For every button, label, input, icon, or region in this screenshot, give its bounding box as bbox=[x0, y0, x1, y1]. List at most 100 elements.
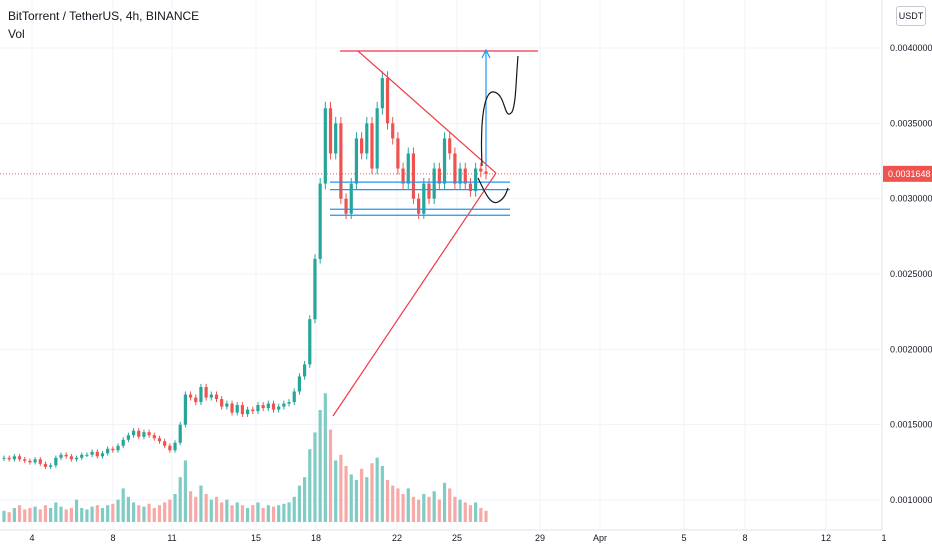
candle-body bbox=[271, 403, 276, 410]
volume-bar bbox=[401, 494, 405, 522]
volume-bar bbox=[261, 508, 265, 522]
candle-body bbox=[308, 319, 312, 365]
volume-bar bbox=[349, 474, 353, 522]
candle-body bbox=[235, 405, 239, 413]
price-tick-label: 0.0015000 bbox=[890, 420, 932, 430]
descending-trendline[interactable] bbox=[357, 50, 497, 174]
candle-body bbox=[74, 457, 79, 460]
volume-bar bbox=[163, 502, 167, 522]
price-tick-label: 0.0040000 bbox=[890, 43, 932, 53]
volume-bar bbox=[453, 496, 457, 522]
volume-bar bbox=[152, 508, 156, 522]
volume-bars bbox=[2, 393, 488, 522]
volume-bar bbox=[479, 508, 483, 522]
time-tick-label: 29 bbox=[535, 533, 545, 543]
time-tick-label: 1 bbox=[881, 533, 886, 543]
candle-body bbox=[220, 399, 224, 407]
price-tick-label: 0.0020000 bbox=[890, 344, 932, 354]
candle-body bbox=[245, 409, 250, 415]
volume-bar bbox=[417, 499, 421, 522]
price-tick-label: 0.0030000 bbox=[890, 194, 932, 204]
candle-body bbox=[90, 451, 94, 455]
volume-bar bbox=[474, 502, 478, 522]
symbol-title[interactable]: BitTorrent / TetherUS, 4h, BINANCE bbox=[8, 9, 200, 23]
volume-bar bbox=[323, 393, 327, 522]
candle-body bbox=[163, 441, 167, 446]
volume-indicator-label[interactable]: Vol bbox=[8, 27, 25, 41]
candle-body bbox=[385, 78, 390, 124]
retest-projection-path[interactable] bbox=[477, 177, 509, 204]
candle-body bbox=[17, 456, 22, 460]
chart-drawings[interactable] bbox=[0, 48, 882, 417]
volume-bar bbox=[380, 466, 384, 522]
candle-body bbox=[12, 456, 16, 460]
volume-bar bbox=[282, 503, 286, 522]
time-tick-label: Apr bbox=[593, 533, 607, 543]
candle-body bbox=[2, 457, 6, 459]
candle-body bbox=[240, 405, 245, 415]
volume-bar bbox=[168, 499, 172, 522]
bullish-projection-path[interactable] bbox=[480, 55, 519, 167]
volume-bar bbox=[354, 480, 359, 522]
candle-body bbox=[277, 406, 281, 410]
candle-body bbox=[360, 138, 364, 154]
volume-bar bbox=[365, 477, 369, 522]
volume-bar bbox=[178, 477, 182, 522]
time-tick-label: 25 bbox=[452, 533, 462, 543]
candle-body bbox=[370, 123, 374, 169]
candle-body bbox=[116, 445, 120, 451]
volume-bar bbox=[49, 508, 53, 522]
time-axis[interactable]: 4 8 11 15 18 22 25 29 Apr 5 8 12 1 bbox=[29, 533, 886, 543]
volume-bar bbox=[271, 506, 276, 522]
volume-bar bbox=[220, 502, 224, 522]
candle-body bbox=[183, 394, 187, 425]
volume-bar bbox=[463, 502, 467, 522]
candle-body bbox=[43, 463, 48, 467]
price-axis[interactable]: 0.0040000 0.0035000 0.0030000 0.0025000 0.00… bbox=[890, 43, 932, 505]
candle-body bbox=[126, 435, 130, 440]
price-tick-label: 0.0025000 bbox=[890, 269, 932, 279]
volume-bar bbox=[173, 494, 177, 522]
volume-bar bbox=[7, 512, 11, 522]
candle-body bbox=[349, 183, 353, 214]
candle-body bbox=[147, 432, 151, 436]
ascending-trendline[interactable] bbox=[332, 172, 497, 417]
candle-body bbox=[427, 183, 431, 199]
candle-body bbox=[152, 435, 156, 439]
candle-body bbox=[303, 364, 307, 377]
volume-bar bbox=[33, 506, 37, 522]
candle-body bbox=[354, 138, 359, 184]
time-tick-label: 11 bbox=[167, 533, 176, 543]
currency-button[interactable]: USDT bbox=[896, 6, 926, 26]
volume-bar bbox=[54, 502, 58, 522]
volume-bar bbox=[214, 496, 219, 522]
volume-bar bbox=[126, 496, 130, 522]
candle-body bbox=[111, 448, 115, 451]
time-tick-label: 5 bbox=[681, 533, 686, 543]
volume-bar bbox=[385, 480, 390, 522]
candle-body bbox=[188, 394, 193, 398]
volume-bar bbox=[17, 505, 22, 522]
volume-bar bbox=[484, 510, 488, 522]
volume-bar bbox=[427, 496, 431, 522]
price-badge-label: 0.0031648 bbox=[888, 169, 931, 179]
volume-bar bbox=[188, 491, 193, 522]
volume-bar bbox=[432, 491, 436, 522]
price-badge-bg bbox=[883, 165, 932, 182]
candle-body bbox=[95, 451, 99, 457]
candle-body bbox=[297, 376, 302, 392]
price-tick-label: 0.0035000 bbox=[890, 118, 932, 128]
candle-body bbox=[406, 153, 410, 184]
volume-bar bbox=[69, 508, 73, 522]
candle-body bbox=[474, 168, 478, 192]
volume-bar bbox=[225, 499, 229, 522]
volume-bar bbox=[458, 499, 462, 522]
time-tick-label: 18 bbox=[311, 533, 321, 543]
candle-body bbox=[287, 402, 291, 404]
candle-body bbox=[28, 460, 32, 463]
candle-body bbox=[468, 183, 473, 192]
candle-body bbox=[282, 403, 286, 407]
volume-bar bbox=[230, 505, 234, 522]
volume-bar bbox=[235, 502, 239, 522]
